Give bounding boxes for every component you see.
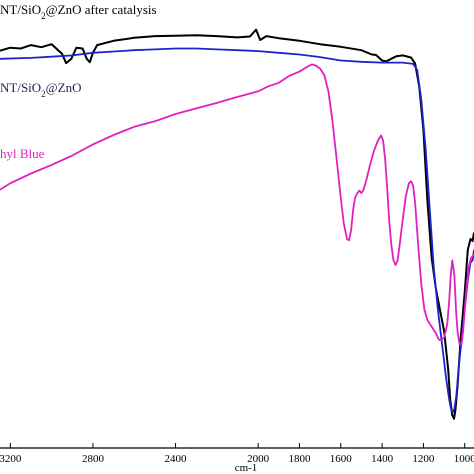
x-tick-label-3200: 3200 [0, 453, 22, 465]
x-axis-label: cm-1 [235, 462, 258, 474]
x-tick-label-2800: 2800 [82, 453, 105, 465]
legend-after-catalysis-subscript: 2 [41, 11, 46, 21]
legend-after-catalysis-part-2: @ZnO after catalysis [46, 2, 157, 17]
series-methyl-blue [0, 63, 474, 345]
series-layer [0, 28, 474, 420]
legend-nt-sio2-zno-subscript: 2 [41, 89, 46, 99]
x-tick-label-1600: 1600 [330, 453, 353, 465]
series-nt-sio2-zno [0, 47, 474, 414]
x-tick-label-1200: 1200 [412, 453, 435, 465]
x-tick-label-2400: 2400 [165, 453, 188, 465]
x-tick-label-1400: 1400 [371, 453, 394, 465]
legend-after-catalysis-part-1: NT/SiO [0, 2, 41, 17]
legend-after-catalysis: NT/SiO2@ZnO after catalysis [0, 2, 157, 21]
legend-nt-sio2-zno-part-2: @ZnO [46, 80, 82, 95]
legend-methyl-blue: hyl Blue [0, 146, 45, 161]
x-tick-label-2000: 2000 [247, 453, 270, 465]
x-tick-label-1800: 1800 [288, 453, 311, 465]
x-tick-label-1000: 1000 [454, 453, 474, 465]
x-axis: 3200 2800 2400 2000 1800 1600 1400 1200 1000 [0, 443, 474, 465]
legend-methyl-blue-label: hyl Blue [0, 146, 45, 161]
legend-nt-sio2-zno-part-1: NT/SiO [0, 80, 41, 95]
legend-nt-sio2-zno: NT/SiO2@ZnO [0, 80, 81, 99]
